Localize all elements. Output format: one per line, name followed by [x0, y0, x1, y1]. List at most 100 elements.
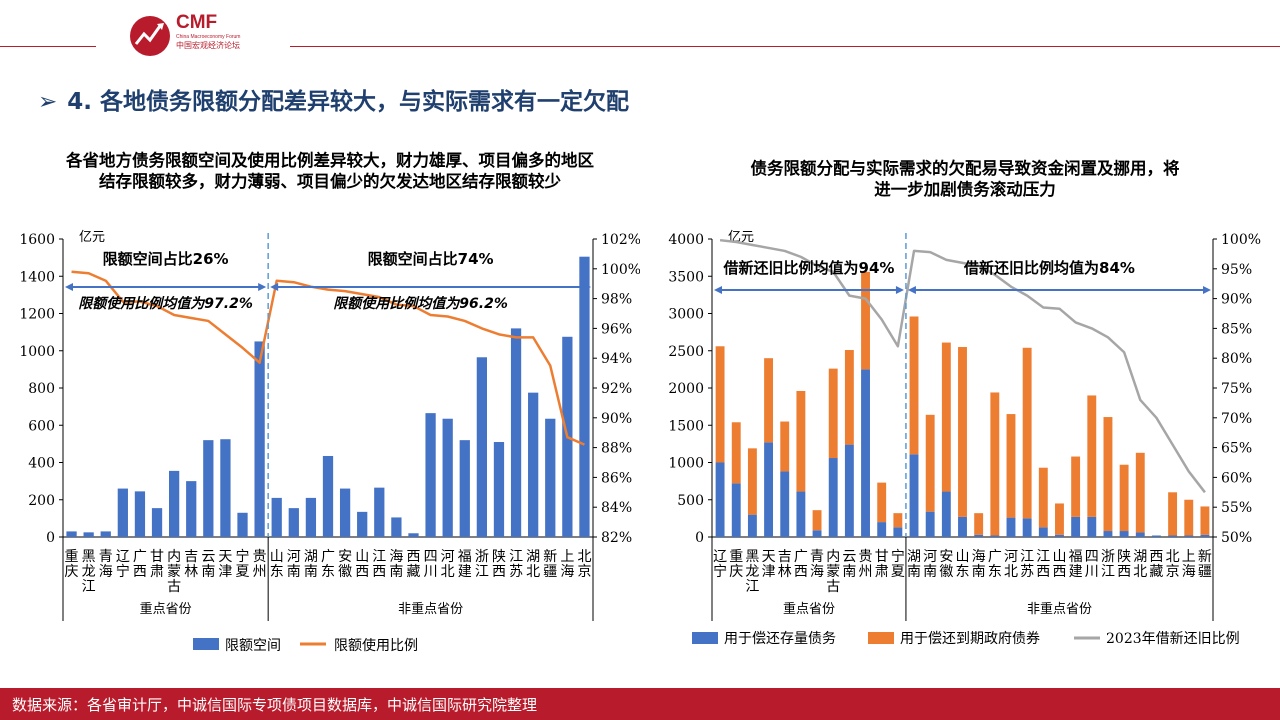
category-label: 福建 [458, 549, 472, 580]
logo-subtitle-en: China Macroeconomy Forum [176, 34, 241, 40]
category-label: 安徽 [939, 549, 953, 580]
chart2-title-line2: 进一步加剧债务滚动压力 [874, 180, 1056, 199]
bar [305, 497, 317, 537]
y-tick-label: 1000 [668, 456, 704, 472]
category-label: 内蒙古 [826, 549, 840, 595]
bar-bond-repay [747, 448, 757, 515]
bar-stock-debt [764, 442, 774, 537]
right-share-label: 限额空间占比74% [368, 250, 494, 268]
category-label: 甘肃 [875, 549, 889, 580]
y2-tick-label: 82% [601, 530, 632, 546]
legend-label-ratio: 2023年借新还旧比例 [1106, 631, 1240, 647]
right-ratio-label: 借新还旧比例均值为84% [963, 259, 1135, 277]
category-label: 河北 [441, 549, 455, 580]
category-label: 广西 [794, 549, 808, 580]
bar [374, 487, 385, 537]
category-label: 海南 [972, 549, 986, 580]
bar [391, 517, 402, 537]
bar-stock-debt [893, 527, 903, 537]
bar [545, 418, 556, 537]
bar-stock-debt [990, 535, 1000, 537]
y2-tick-label: 102% [601, 232, 640, 248]
bar [254, 341, 265, 537]
bar [117, 488, 128, 537]
bar-stock-debt [731, 483, 741, 537]
right-ratio-arrow-head-right [1203, 286, 1211, 294]
bar [493, 442, 505, 537]
category-label: 山东 [956, 549, 970, 580]
legend-swatch-stock [692, 632, 718, 644]
y2-tick-label: 70% [1221, 411, 1252, 427]
bar-bond-repay [715, 346, 725, 463]
y2-tick-label: 92% [601, 381, 632, 397]
bar-stock-debt [1006, 517, 1016, 537]
bar [220, 439, 231, 537]
y2-tick-label: 65% [1221, 441, 1252, 457]
bar-bond-repay [974, 513, 984, 535]
group-label-key: 重点省份 [783, 601, 835, 617]
bar-bond-repay [1087, 395, 1097, 517]
bar-stock-debt [974, 534, 984, 537]
header-rule-left [0, 46, 96, 47]
chart1-title-line1: 各省地方债务限额空间及使用比例差异较大，财力雄厚、项目偏多的地区 [66, 151, 594, 170]
bar-stock-debt [780, 471, 790, 537]
y-tick-label: 3000 [668, 307, 704, 323]
page-title: ➢ 4. 各地债务限额分配差异较大，与实际需求有一定欠配 [38, 82, 629, 116]
bar-stock-debt [958, 516, 967, 537]
bar-stock-debt [1168, 535, 1178, 537]
group-label-nonkey: 非重点省份 [1027, 601, 1092, 617]
bar-stock-debt [941, 491, 951, 537]
bar-bond-repay [1119, 464, 1129, 532]
category-label: 云南 [201, 549, 215, 580]
footer-bar: 数据来源：各省审计厅，中诚信国际专项债项目数据库，中诚信国际研究院整理 [0, 688, 1280, 720]
right-ratio-arrow-head-left [907, 286, 916, 294]
y-tick-label: 400 [28, 456, 55, 472]
bar-stock-debt [1055, 534, 1064, 537]
category-label: 四川 [424, 549, 438, 580]
bar [528, 392, 539, 537]
y2-tick-label: 55% [1221, 500, 1252, 516]
bar [100, 531, 111, 537]
y2-tick-label: 90% [601, 411, 632, 427]
bar-stock-debt [1200, 534, 1210, 537]
left-avg-label: 限额使用比例均值为97.2% [78, 295, 253, 312]
category-label: 天津 [762, 549, 776, 580]
legend-swatch-bar [193, 638, 219, 650]
bar [66, 531, 77, 537]
y2-tick-label: 95% [1221, 262, 1252, 278]
bar-stock-debt [925, 511, 935, 537]
bar-bond-repay [780, 421, 790, 472]
category-label: 山东 [270, 549, 284, 580]
category-label: 广西 [133, 549, 147, 580]
y-tick-label: 600 [28, 418, 55, 434]
category-label: 青海 [99, 549, 113, 580]
bar [237, 512, 248, 537]
bar-stock-debt [1184, 535, 1194, 537]
category-label: 浙江 [475, 549, 489, 580]
bar-stock-debt [747, 514, 757, 537]
y-tick-label: 1400 [19, 269, 55, 285]
category-label: 浙江 [1101, 549, 1115, 580]
bar [442, 418, 453, 537]
category-label: 陕西 [1117, 549, 1131, 580]
y-tick-label: 1000 [19, 344, 55, 360]
category-label: 福建 [1069, 549, 1083, 580]
bar-bond-repay [941, 342, 951, 492]
right-avg-label: 限额使用比例均值为96.2% [333, 295, 508, 312]
bar [510, 328, 522, 537]
left-share-arrow-head-right [258, 283, 267, 291]
bar-stock-debt [1038, 527, 1048, 537]
bar-bond-repay [731, 422, 741, 484]
category-label: 贵州 [859, 549, 873, 580]
category-label: 江苏 [1020, 549, 1034, 580]
category-label: 内蒙古 [167, 549, 181, 595]
bar-bond-repay [1006, 414, 1016, 518]
bar-stock-debt [1151, 535, 1161, 537]
legend-swatch-bond [868, 632, 894, 644]
right-share-arrow-head-left [270, 283, 279, 291]
left-share-label: 限额空间占比26% [103, 250, 229, 268]
bar-bond-repay [925, 414, 935, 512]
category-label: 贵州 [253, 549, 267, 580]
bar-stock-debt [796, 491, 806, 537]
category-label: 广东 [321, 549, 335, 580]
